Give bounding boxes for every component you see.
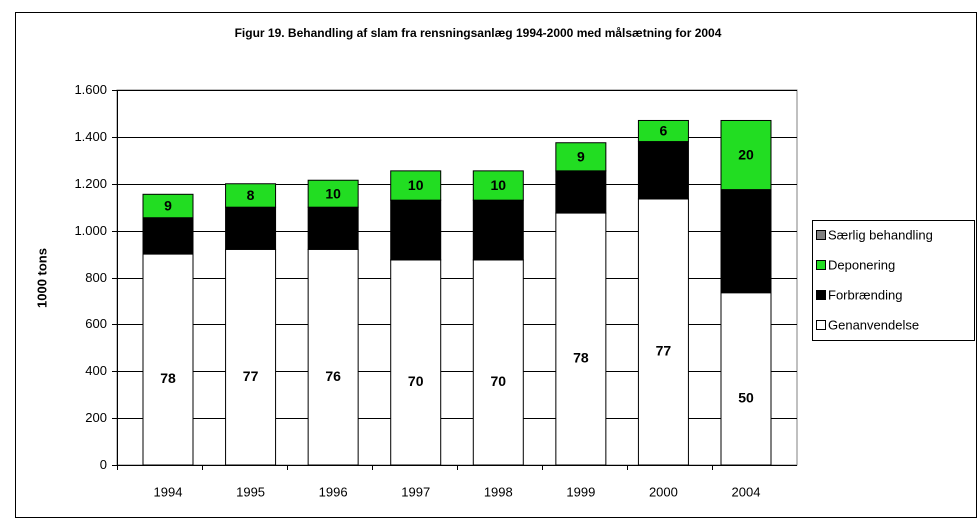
y-axis-label: 1000 tons xyxy=(34,248,49,308)
bar-segment xyxy=(390,259,442,466)
x-tick-label: 1997 xyxy=(401,484,430,499)
legend-label: Forbrænding xyxy=(828,287,902,302)
bar-segment xyxy=(225,183,277,208)
data-label: 77 xyxy=(243,368,259,384)
data-label: 15 xyxy=(243,220,259,236)
bar-segment xyxy=(720,292,772,466)
legend-label: Genanvendelse xyxy=(828,317,919,332)
legend-frame xyxy=(812,220,975,341)
y-tick-label: 1.600 xyxy=(74,82,107,97)
bar-segment xyxy=(720,119,772,191)
data-label: 13 xyxy=(160,228,176,244)
y-tick-label: 1.400 xyxy=(74,129,107,144)
legend-label: Deponering xyxy=(828,257,895,272)
bar-segment xyxy=(637,119,689,143)
data-label: 20 xyxy=(738,147,754,163)
bar-segment xyxy=(555,212,607,466)
bar-segment xyxy=(307,179,359,208)
data-label: 50 xyxy=(738,390,754,406)
data-label: 10 xyxy=(325,185,341,201)
y-tick-label: 0 xyxy=(100,457,107,472)
bar-segment xyxy=(720,189,772,294)
data-label: 70 xyxy=(408,373,424,389)
x-tick-label: 1994 xyxy=(154,484,183,499)
legend-swatch xyxy=(816,320,826,330)
y-tick-label: 200 xyxy=(85,410,107,425)
data-label: 10 xyxy=(408,177,424,193)
bar-segment xyxy=(390,170,442,201)
y-tick-label: 600 xyxy=(85,316,107,331)
bar-segment xyxy=(225,206,277,250)
bar-segment xyxy=(555,170,607,214)
data-label: 20 xyxy=(408,222,424,238)
bar-segment xyxy=(307,206,359,250)
data-label: 70 xyxy=(490,373,506,389)
x-tick-label: 1998 xyxy=(484,484,513,499)
plot-area xyxy=(116,89,798,466)
y-tick-label: 400 xyxy=(85,363,107,378)
x-tick-label: 1996 xyxy=(319,484,348,499)
bar-segment xyxy=(472,199,524,261)
bar-segment xyxy=(142,253,194,466)
y-tick-label: 800 xyxy=(85,270,107,285)
x-tick-label: 2000 xyxy=(649,484,678,499)
bar-segment xyxy=(390,199,442,261)
data-label: 78 xyxy=(573,350,589,366)
x-tick-label: 1995 xyxy=(236,484,265,499)
data-label: 76 xyxy=(325,368,341,384)
data-label: 10 xyxy=(490,177,506,193)
bar-segment xyxy=(307,248,359,466)
data-label: 17 xyxy=(656,162,672,178)
data-label: 8 xyxy=(247,187,255,203)
x-tick-label: 1999 xyxy=(566,484,595,499)
bar-segment xyxy=(142,193,194,219)
legend-swatch xyxy=(816,260,826,270)
bar-segment xyxy=(555,142,607,172)
bar-segment xyxy=(472,259,524,466)
bar-segment xyxy=(472,170,524,201)
x-tick-label: 2004 xyxy=(732,484,761,499)
data-label: 77 xyxy=(656,343,672,359)
legend-label: Særlig behandling xyxy=(828,227,933,242)
data-label: 9 xyxy=(164,198,172,214)
data-label: 13 xyxy=(573,184,589,200)
data-label: 30 xyxy=(738,233,754,249)
legend-swatch xyxy=(816,290,826,300)
bar-segment xyxy=(225,248,277,466)
bar-segment xyxy=(637,198,689,466)
data-label: 78 xyxy=(160,370,176,386)
chart-title: Figur 19. Behandling af slam fra rensnin… xyxy=(235,26,722,40)
legend-swatch xyxy=(816,230,826,240)
y-tick-label: 1.200 xyxy=(74,176,107,191)
y-tick-label: 1.000 xyxy=(74,223,107,238)
data-label: 15 xyxy=(325,220,341,236)
data-label: 6 xyxy=(660,123,668,139)
data-label: 20 xyxy=(490,222,506,238)
data-label: 9 xyxy=(577,149,585,165)
